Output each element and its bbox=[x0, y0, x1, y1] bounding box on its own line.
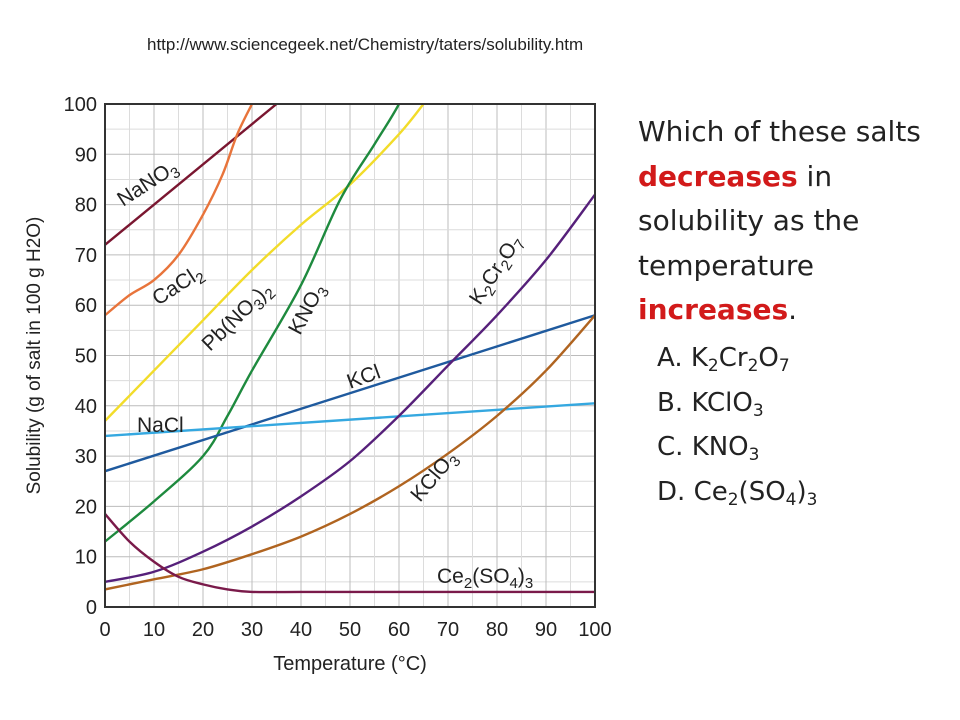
option-formula-part: ) bbox=[796, 476, 807, 507]
y-tick-label: 50 bbox=[75, 346, 97, 368]
y-tick-label: 100 bbox=[64, 94, 97, 116]
x-tick-label: 10 bbox=[143, 619, 165, 641]
y-axis-label: Solubility (g of salt in 100 g H2O) bbox=[24, 217, 45, 495]
y-tick-label: 90 bbox=[75, 144, 97, 166]
curve-label: Ce2(SO4)3 bbox=[437, 565, 533, 592]
y-tick-label: 0 bbox=[86, 597, 97, 619]
question-part3: . bbox=[788, 293, 798, 326]
curve-label-part: NaCl bbox=[137, 414, 184, 437]
series-nano3 bbox=[105, 104, 278, 246]
series-cacl2 bbox=[105, 104, 254, 317]
series-ce2-so4-3 bbox=[105, 513, 595, 594]
curve-label: NaNO3 bbox=[113, 156, 184, 215]
series-kno3 bbox=[105, 104, 401, 543]
x-tick-label: 70 bbox=[437, 619, 459, 641]
option-formula-part: 2 bbox=[727, 489, 739, 510]
option-letter: A. bbox=[657, 343, 691, 373]
x-tick-label: 60 bbox=[388, 619, 410, 641]
x-tick-label: 80 bbox=[486, 619, 508, 641]
series-k2cr2o7 bbox=[105, 193, 595, 584]
x-axis-label: Temperature (°C) bbox=[273, 653, 427, 675]
option-formula-part: K bbox=[690, 343, 708, 373]
question-highlight-increases: increases bbox=[638, 293, 789, 326]
question-part2: in solubility as the temperature bbox=[638, 159, 860, 282]
answer-options: A. K2Cr2O7 B. KClO3 C. KNO3 D. Ce2(SO4)3 bbox=[657, 336, 817, 514]
curve-label: NaCl bbox=[137, 414, 184, 437]
option-formula-part: 7 bbox=[778, 356, 790, 376]
question-highlight-decreases: decreases bbox=[638, 159, 798, 193]
option-formula-part: 3 bbox=[752, 400, 764, 421]
chart-curves bbox=[105, 104, 595, 594]
option-b: B. KClO3 bbox=[657, 381, 817, 426]
option-formula-part: KClO bbox=[691, 387, 753, 418]
x-tick-label: 40 bbox=[290, 619, 312, 641]
series-pb-no3-2 bbox=[105, 104, 425, 422]
option-a: A. K2Cr2O7 bbox=[657, 336, 817, 381]
option-formula-part: Cr bbox=[718, 343, 748, 373]
option-letter: B. bbox=[657, 387, 692, 418]
option-formula-part: KNO bbox=[691, 432, 749, 462]
y-tick-label: 30 bbox=[75, 446, 97, 468]
curve-label-part: NaNO bbox=[113, 160, 174, 211]
option-formula-part: 4 bbox=[785, 489, 797, 510]
chart-grid bbox=[104, 103, 596, 608]
curve-label-part: Ce bbox=[437, 565, 464, 588]
question-text: Which of these salts decreases in solubi… bbox=[638, 110, 953, 333]
y-tick-label: 60 bbox=[75, 295, 97, 317]
x-tick-label: 0 bbox=[99, 619, 110, 641]
curve-label-part: 4 bbox=[510, 575, 518, 592]
series-kcl bbox=[105, 314, 595, 473]
series-nacl bbox=[105, 402, 595, 438]
question-part1: Which of these salts bbox=[638, 115, 921, 148]
x-tick-label: 20 bbox=[192, 619, 214, 641]
y-tick-label: 80 bbox=[75, 195, 97, 217]
option-formula-part: Ce bbox=[693, 476, 728, 507]
curve-label-part: CaCl bbox=[148, 265, 200, 310]
option-c: C. KNO3 bbox=[657, 425, 817, 470]
curve-label-part: Pb(NO bbox=[197, 294, 259, 355]
curve-label-part: (SO bbox=[472, 565, 509, 588]
series-kclo3 bbox=[105, 314, 595, 591]
chart-axes: 0 10 20 30 40 50 60 70 80 90 100 0 10 20 30 40 50 60 70 80 9… bbox=[24, 94, 612, 675]
y-tick-label: 70 bbox=[75, 245, 97, 267]
option-letter: D. bbox=[657, 476, 694, 507]
curve-label-part: 3 bbox=[525, 575, 533, 592]
option-formula-part: 3 bbox=[748, 445, 760, 465]
option-formula-part: O bbox=[758, 343, 779, 373]
option-formula-part: 2 bbox=[747, 356, 759, 376]
x-tick-label: 50 bbox=[339, 619, 361, 641]
curve-label-part: ) bbox=[518, 565, 525, 588]
y-tick-label: 40 bbox=[75, 396, 97, 418]
x-tick-label: 100 bbox=[578, 619, 611, 641]
option-d: D. Ce2(SO4)3 bbox=[657, 470, 817, 515]
x-tick-label: 30 bbox=[241, 619, 263, 641]
source-url: http://www.sciencegeek.net/Chemistry/tat… bbox=[147, 35, 584, 54]
y-tick-label: 20 bbox=[75, 496, 97, 518]
option-letter: C. bbox=[657, 432, 692, 462]
option-formula-part: 3 bbox=[806, 489, 818, 510]
plot-border bbox=[104, 103, 596, 608]
curve-label-part: 2 bbox=[464, 575, 472, 592]
y-tick-label: 10 bbox=[75, 547, 97, 569]
x-tick-label: 90 bbox=[535, 619, 557, 641]
option-formula-part: (SO bbox=[738, 476, 786, 507]
option-formula-part: 2 bbox=[707, 356, 719, 376]
